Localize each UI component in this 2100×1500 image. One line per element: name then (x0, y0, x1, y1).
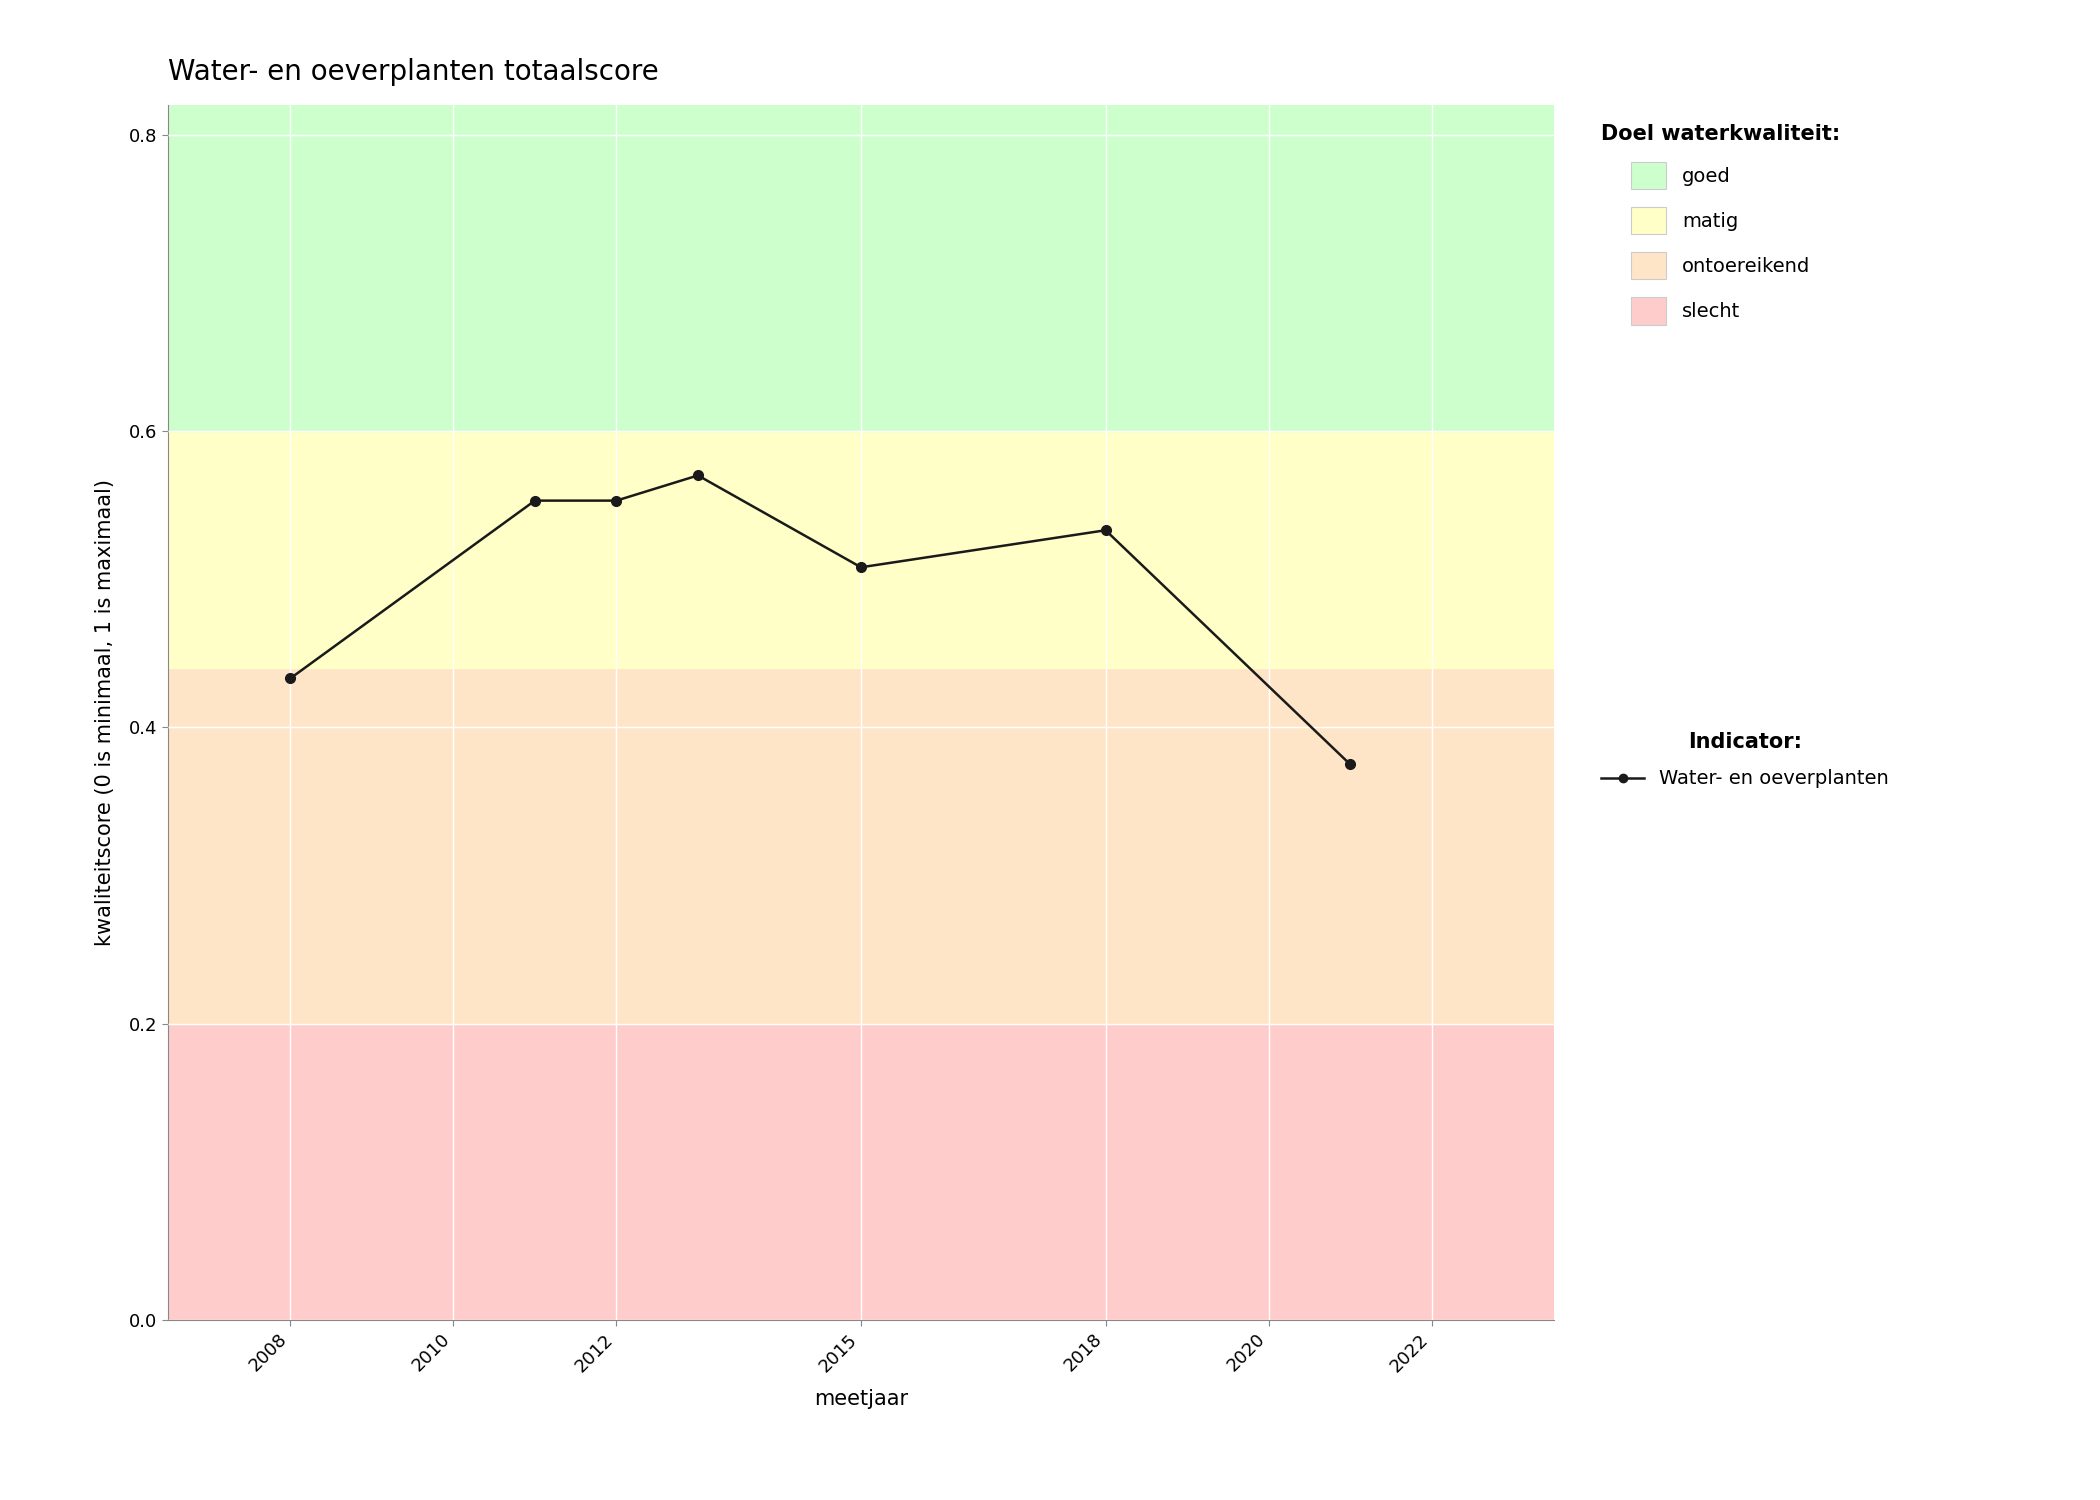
Bar (168, 1023, 1554, 1320)
Bar (168, 430, 1554, 668)
Legend: Water- en oeverplanten: Water- en oeverplanten (1592, 722, 1898, 798)
X-axis label: meetjaar: meetjaar (815, 1389, 907, 1410)
Bar (168, 668, 1554, 1023)
Bar (168, 105, 1554, 430)
Text: Water- en oeverplanten totaalscore: Water- en oeverplanten totaalscore (168, 58, 659, 86)
Y-axis label: kwaliteitscore (0 is minimaal, 1 is maximaal): kwaliteitscore (0 is minimaal, 1 is maxi… (94, 478, 116, 946)
